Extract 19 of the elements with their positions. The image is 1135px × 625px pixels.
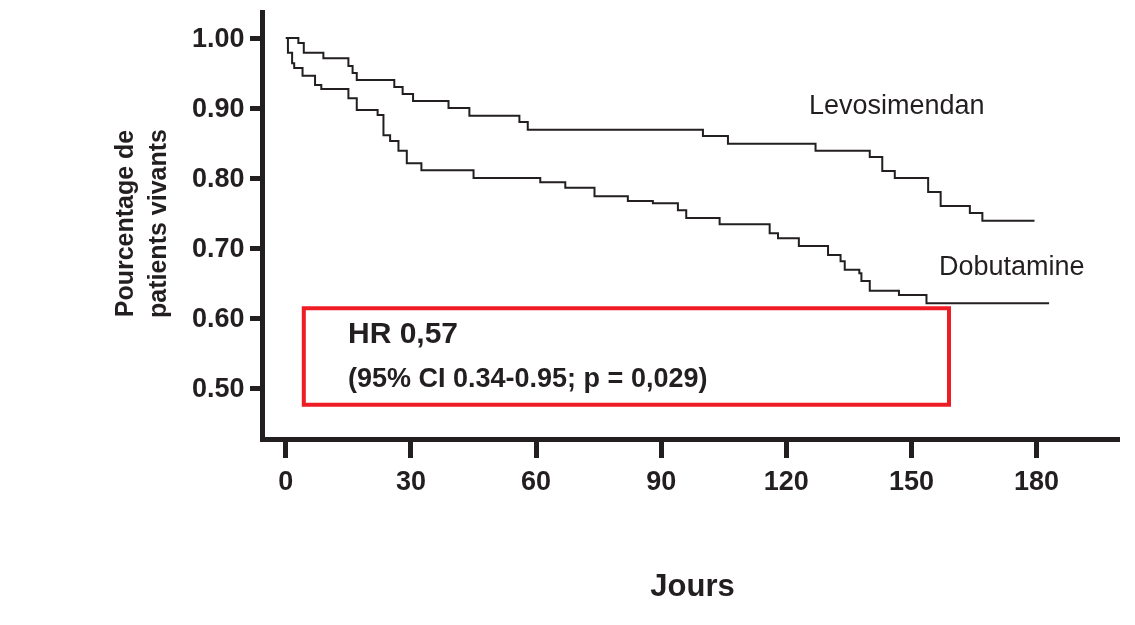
y-tick-label: 0.80 [192,163,245,194]
x-tick-label: 0 [278,466,294,497]
x-tick-label: 30 [395,466,426,497]
x-tick-label: 90 [646,466,677,497]
y-tick-label: 0.70 [192,233,245,264]
y-tick-label: 0.50 [192,373,245,404]
x-tick-label: 60 [521,466,552,497]
y-tick-label: 0.90 [192,93,245,124]
annotation: HR 0,57 [348,316,459,349]
y-tick-label: 1.00 [192,23,245,54]
annotation: (95% CI 0.34-0.95; p = 0,029) [348,363,708,393]
x-tick-label: 150 [888,466,934,497]
x-tick-label: 120 [763,466,809,497]
x-tick-label: 180 [1014,466,1060,497]
y-tick-label: 0.60 [192,303,245,334]
series-label: Levosimendan [809,90,985,120]
y-axis-title: Pourcentage de patients vivants [110,129,171,318]
series-label: Dobutamine [939,251,1085,281]
x-axis-title: Jours [650,567,735,603]
